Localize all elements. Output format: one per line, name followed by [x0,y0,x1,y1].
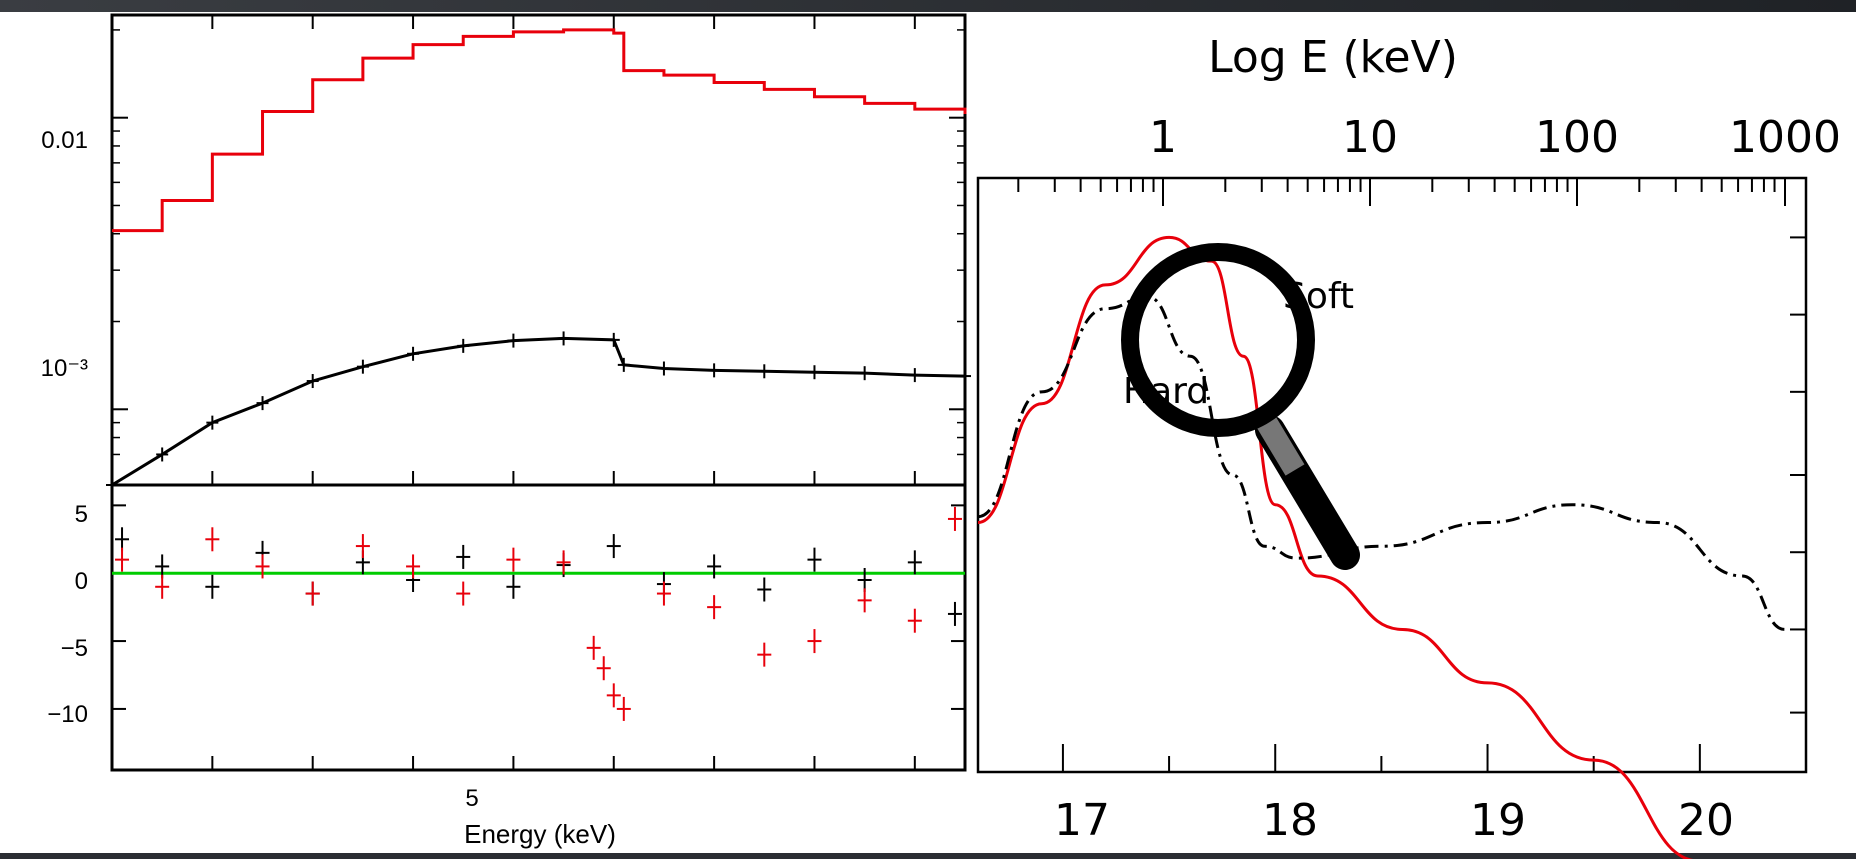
spectrum-frame [110,13,967,487]
bottom-tick-18: 18 [1262,795,1318,846]
residual-ytick-0: 0 [75,568,88,595]
residual-frame [110,483,967,772]
ytick-label-1e-3: 10⁻³ [41,355,88,382]
top-tick-100: 100 [1535,112,1619,163]
spectrum-black-model-line [111,336,966,487]
spectrum-red-model-line [112,28,967,233]
right-chart-panel [978,12,1856,853]
curve-soft [977,235,1696,859]
top-axis-title: Log E (keV) [1208,32,1458,83]
bottom-tick-19: 19 [1470,795,1526,846]
bottom-tick-20: 20 [1678,795,1734,846]
curve-hard [977,295,1786,631]
ytick-label-0.01: 0.01 [41,127,88,154]
top-tick-1000: 1000 [1729,112,1841,163]
xtick-label-5: 5 [465,785,478,812]
magnifying-glass-icon [1121,243,1360,570]
residual-ytick-5: 5 [75,501,88,528]
left-chart-panel [0,12,978,853]
residual-ytick-neg5: −5 [61,635,88,662]
bottom-tick-17: 17 [1054,795,1110,846]
top-bar [0,0,1856,12]
x-axis-title: Energy (keV) [464,819,616,849]
curves-frame [976,176,1808,774]
top-tick-1: 1 [1149,112,1177,163]
top-tick-10: 10 [1342,112,1398,163]
residual-ytick-neg10: −10 [47,701,88,728]
